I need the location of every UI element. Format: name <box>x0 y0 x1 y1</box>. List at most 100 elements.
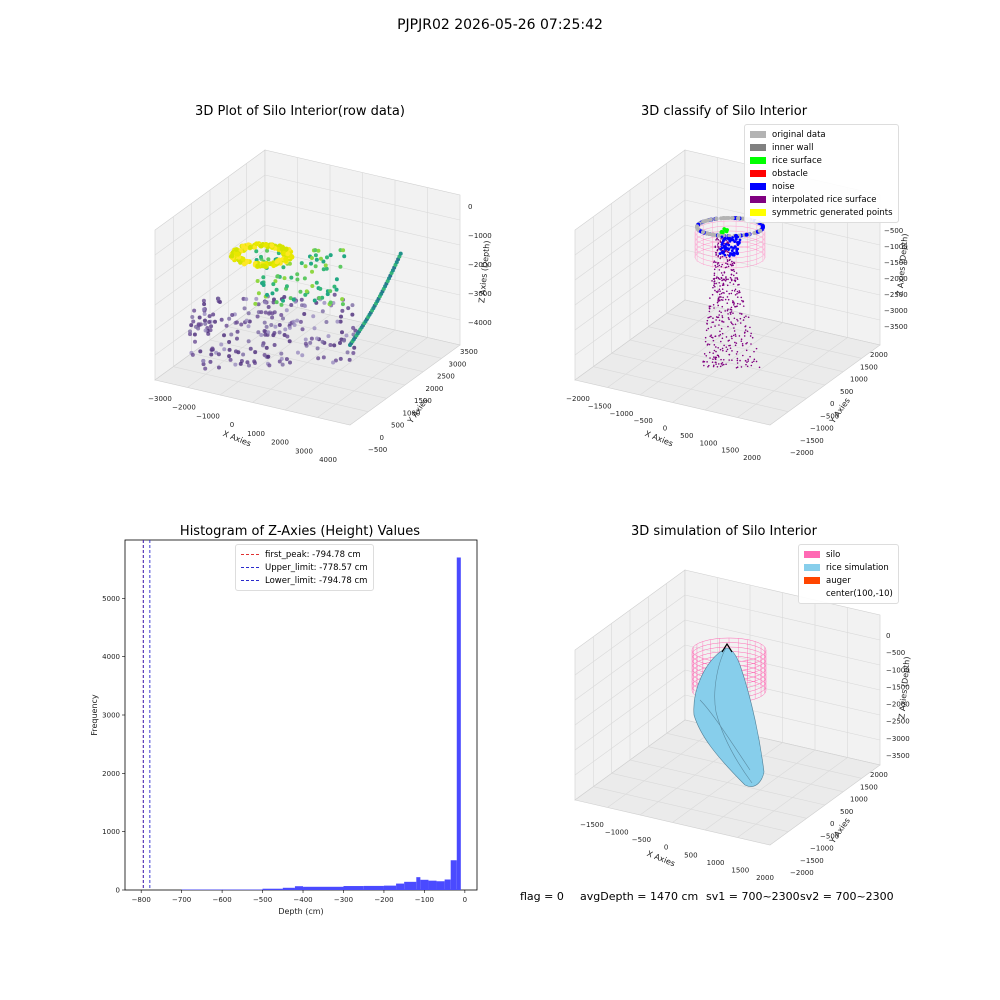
data-point <box>750 343 752 345</box>
data-point <box>712 364 715 367</box>
data-point <box>265 248 270 253</box>
x-tick-label: 0 <box>463 896 467 904</box>
data-point <box>747 360 750 362</box>
data-point <box>713 356 715 358</box>
data-point <box>244 318 249 323</box>
y-tick-label: 0 <box>830 820 834 828</box>
data-point <box>281 265 286 270</box>
data-point <box>202 312 207 317</box>
z-tick-label: −3500 <box>886 752 910 760</box>
y-tick-label: −2000 <box>790 449 814 457</box>
data-point <box>332 284 337 289</box>
x-axis-label: Depth (cm) <box>278 907 323 916</box>
data-point <box>280 245 286 251</box>
data-point <box>335 319 340 324</box>
data-point <box>734 293 737 296</box>
data-point <box>736 362 739 364</box>
data-point <box>732 246 735 250</box>
data-point <box>738 283 740 286</box>
data-point <box>239 322 244 327</box>
data-point <box>201 298 206 303</box>
y-tick-label: 2000 <box>870 351 888 359</box>
x-tick-label: −2000 <box>172 404 196 412</box>
z-tick-label: −3000 <box>884 307 908 315</box>
y-tick-label: −1500 <box>800 437 824 445</box>
data-point <box>752 360 755 363</box>
data-point <box>738 238 742 242</box>
x-tick-label: 2000 <box>756 874 774 882</box>
data-point <box>714 356 717 359</box>
data-point <box>723 271 726 273</box>
data-point <box>265 292 270 297</box>
z-tick-label: −2500 <box>884 291 908 299</box>
data-point <box>288 296 293 301</box>
data-point <box>717 265 719 268</box>
data-point <box>707 316 709 319</box>
data-point <box>732 253 736 257</box>
data-point <box>255 279 260 284</box>
data-point <box>731 300 734 302</box>
data-point <box>720 238 722 240</box>
data-point <box>744 329 747 331</box>
data-point <box>310 284 315 289</box>
data-point <box>259 332 264 337</box>
x-tick-label: −1000 <box>196 412 220 420</box>
data-point <box>246 339 251 344</box>
data-point <box>750 332 752 335</box>
data-point <box>751 361 754 364</box>
data-point <box>279 312 284 317</box>
data-point <box>299 261 304 266</box>
x-tick-label: 2000 <box>271 439 289 447</box>
data-point <box>248 346 253 351</box>
data-point <box>755 347 758 350</box>
data-point <box>332 343 337 348</box>
legend-swatch <box>804 551 820 558</box>
data-point <box>277 359 282 364</box>
data-point <box>733 327 735 329</box>
data-point <box>713 282 716 285</box>
data-point <box>720 362 723 365</box>
data-point <box>731 260 733 263</box>
data-point <box>718 314 720 316</box>
data-point <box>289 302 294 307</box>
data-point <box>722 216 727 221</box>
data-point <box>717 255 719 258</box>
data-point <box>757 228 762 233</box>
data-point <box>260 343 265 348</box>
data-point <box>302 311 307 316</box>
data-point <box>338 319 343 324</box>
avg-depth-text: avgDepth = 1470 cm <box>580 890 699 903</box>
data-point <box>712 365 715 368</box>
data-point <box>711 293 714 296</box>
x-tick-label: 1000 <box>247 430 265 438</box>
data-point <box>730 252 733 256</box>
data-point <box>749 335 752 337</box>
data-point <box>274 259 280 265</box>
data-point <box>713 274 716 276</box>
data-point <box>717 297 720 300</box>
data-point <box>210 346 215 351</box>
data-point <box>216 352 221 357</box>
data-point <box>758 366 761 369</box>
histogram-bar <box>444 879 451 890</box>
z-tick-label: −2000 <box>886 701 910 709</box>
histogram-title: Histogram of Z-Axies (Height) Values <box>179 524 421 539</box>
data-point <box>731 262 734 265</box>
data-point <box>188 329 193 334</box>
data-point <box>731 337 733 340</box>
z-tick-label: −2000 <box>468 261 492 269</box>
legend-item-noise: noise <box>750 180 893 193</box>
data-point <box>745 349 748 352</box>
z-tick-label: −3000 <box>886 735 910 743</box>
grid-line <box>154 174 266 256</box>
data-point <box>753 358 756 361</box>
data-point <box>726 241 729 244</box>
data-point <box>721 347 724 350</box>
x-tick-label: 4000 <box>319 456 337 464</box>
data-point <box>256 291 261 296</box>
data-point <box>298 289 303 294</box>
data-point <box>730 335 733 338</box>
data-point <box>721 316 724 319</box>
data-point <box>274 300 279 305</box>
